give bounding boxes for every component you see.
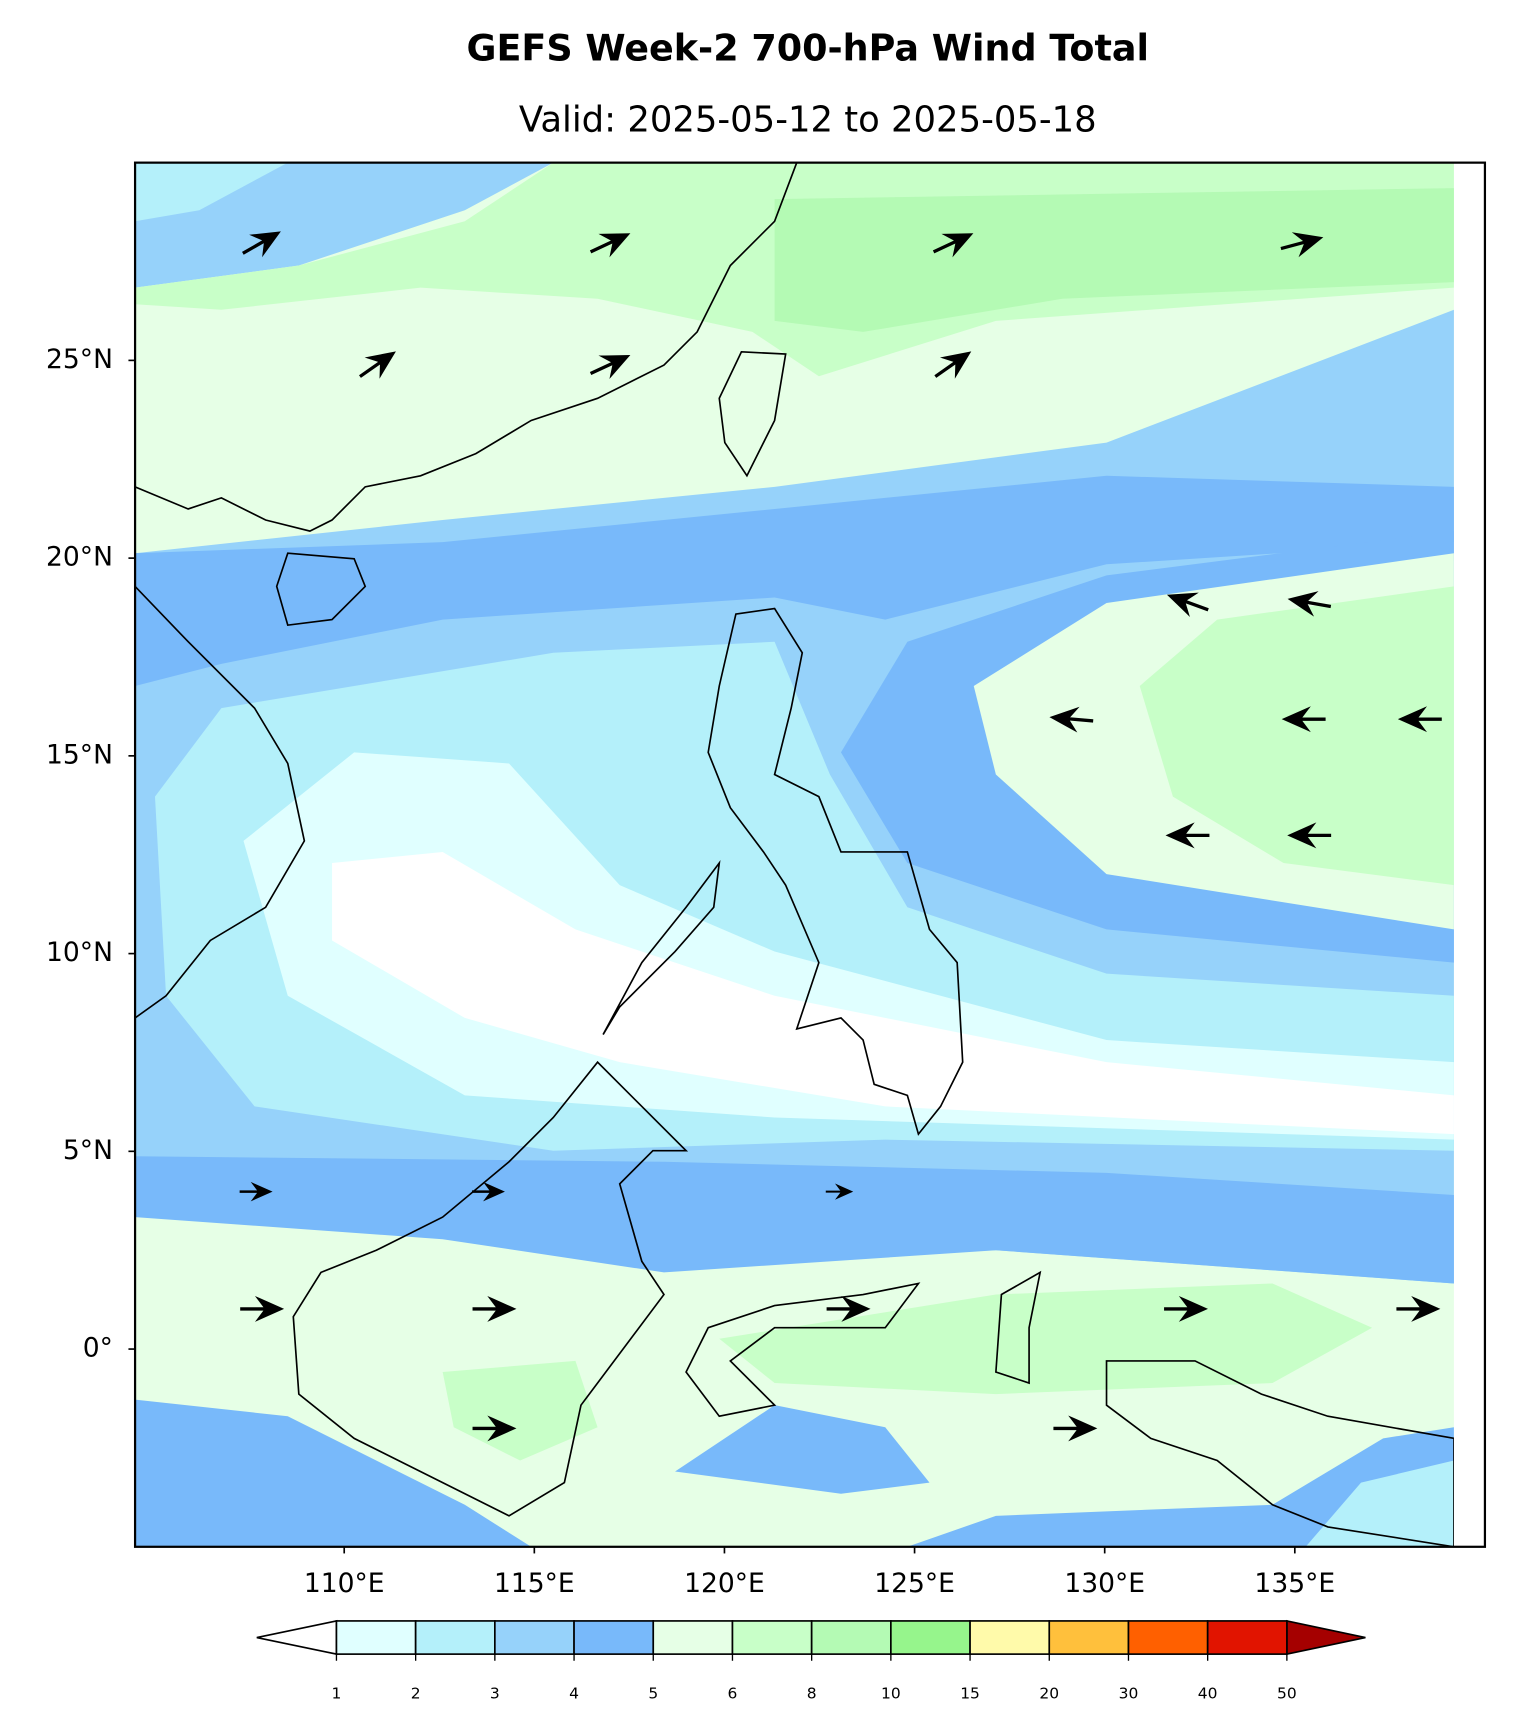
coastline <box>1105 1360 1454 1547</box>
colorbar-box <box>573 1620 655 1655</box>
field-band <box>675 1405 930 1494</box>
colorbar-label: 5 <box>648 1684 658 1702</box>
colorbar-box <box>494 1620 575 1655</box>
y-tick-label: 20°N <box>46 542 113 573</box>
colorbar-label: 20 <box>1039 1684 1059 1702</box>
field-band <box>1139 586 1454 886</box>
field-band <box>774 188 1454 332</box>
coastline <box>685 1282 921 1418</box>
colorbar-box <box>731 1620 813 1655</box>
field-band <box>719 1283 1373 1395</box>
x-tick-label: 110°E <box>304 1568 385 1599</box>
colorbar-label: 10 <box>881 1684 901 1702</box>
coastline <box>707 607 964 1136</box>
coastline <box>275 552 367 627</box>
colorbar-label: 6 <box>728 1684 738 1702</box>
y-tick-label: 0° <box>83 1333 113 1364</box>
colorbar-box <box>1048 1620 1130 1655</box>
colorbar-box <box>969 1620 1051 1655</box>
colorbar-label: 4 <box>569 1684 579 1702</box>
colorbar-label: 30 <box>1119 1684 1139 1702</box>
colorbar-label: 3 <box>490 1684 500 1702</box>
colorbar-box <box>335 1620 417 1655</box>
chart-title: GEFS Week-2 700-hPa Wind Total <box>467 26 1150 69</box>
chart-subtitle: Valid: 2025-05-12 to 2025-05-18 <box>519 100 1097 141</box>
x-tick-label: 130°E <box>1064 1568 1145 1599</box>
colorbar-box <box>652 1620 734 1655</box>
x-tick-label: 125°E <box>874 1568 955 1599</box>
coastline <box>135 585 306 1019</box>
colorbar-box <box>1206 1620 1288 1655</box>
colorbar-box <box>890 1620 971 1655</box>
coastline <box>135 162 798 532</box>
y-tick-label: 25°N <box>46 344 113 375</box>
field-band <box>332 851 1454 1135</box>
x-tick-label: 135°E <box>1254 1568 1335 1599</box>
x-tick-label: 115°E <box>494 1568 575 1599</box>
colorbar-label: 2 <box>411 1684 421 1702</box>
field-band <box>135 475 1454 686</box>
colorbar-label: 1 <box>332 1684 342 1702</box>
coastline <box>718 350 787 478</box>
colorbar-box <box>810 1620 892 1655</box>
wind-field <box>135 162 1454 1547</box>
colorbar-label: 40 <box>1198 1684 1218 1702</box>
colorbar-under <box>256 1619 338 1656</box>
colorbar-label: 8 <box>807 1684 817 1702</box>
y-tick-label: 15°N <box>46 739 113 770</box>
y-tick-label: 5°N <box>63 1135 113 1166</box>
colorbar-label: 50 <box>1277 1684 1297 1702</box>
field-band <box>243 752 1454 1140</box>
field-band <box>135 162 288 222</box>
x-tick-label: 120°E <box>684 1568 765 1599</box>
field-band <box>135 162 554 288</box>
field-band <box>442 1360 598 1461</box>
field-band <box>135 1399 532 1547</box>
coastline <box>292 1060 689 1517</box>
colorbar-label: 15 <box>960 1684 980 1702</box>
colorbar-box <box>414 1620 496 1655</box>
coastline <box>995 1270 1042 1385</box>
map-frame <box>133 161 1487 1548</box>
field-band <box>135 1156 1454 1284</box>
colorbar-box <box>1127 1620 1209 1655</box>
field-band <box>1305 1460 1454 1547</box>
coastline <box>602 860 721 1035</box>
y-tick-label: 10°N <box>46 937 113 968</box>
colorbar-over <box>1286 1619 1366 1656</box>
field-band <box>907 1427 1454 1547</box>
